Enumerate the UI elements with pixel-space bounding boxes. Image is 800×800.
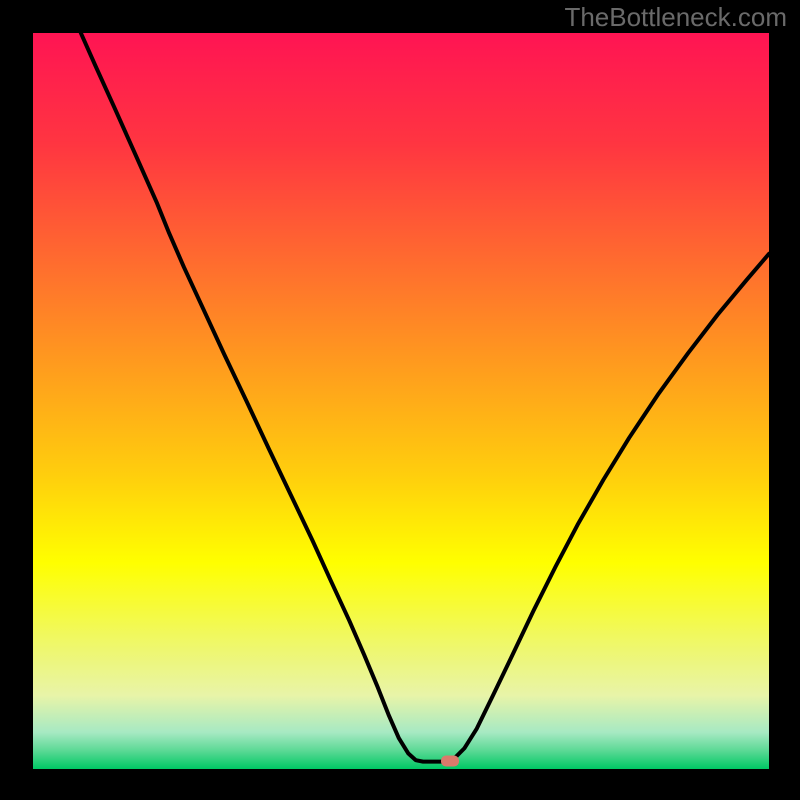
bottleneck-curve xyxy=(33,33,769,769)
plot-area xyxy=(33,33,769,769)
optimal-point-marker xyxy=(441,755,459,766)
watermark-text: TheBottleneck.com xyxy=(564,2,787,33)
chart-stage: TheBottleneck.com xyxy=(0,0,800,800)
